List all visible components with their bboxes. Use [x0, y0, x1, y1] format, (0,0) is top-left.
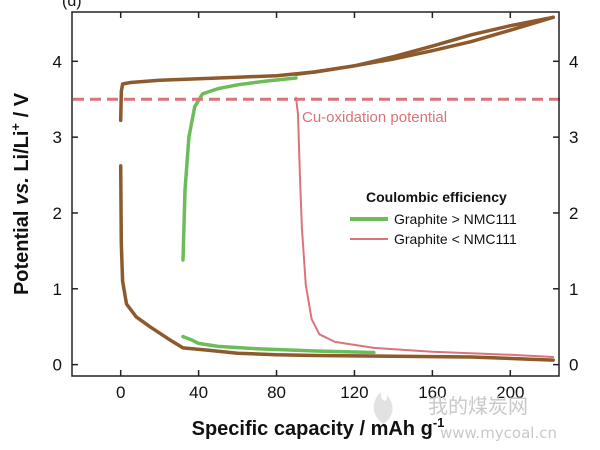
series-line-0	[118, 15, 555, 123]
watermark-chinese: 我的煤炭网	[428, 394, 528, 418]
watermark-url: www.mycoal.cn	[440, 424, 557, 442]
legend-label-graphite-gt-nmc111: Graphite > NMC111	[394, 211, 517, 227]
y-axis: 0 0 1 1 2 2 3 3 4 4	[53, 52, 579, 374]
y-tick-label-right-0: 0	[569, 356, 578, 375]
series-layer	[118, 15, 555, 362]
cu-oxidation-label: Cu-oxidation potential	[302, 109, 447, 126]
x-tick-label-3: 120	[340, 383, 368, 402]
y-tick-label-left-1: 1	[53, 280, 62, 299]
flame-logo-icon	[373, 392, 393, 424]
series-line-1	[294, 15, 555, 76]
y-tick-label-left-4: 4	[53, 52, 62, 71]
x-axis: 0 40 80 120 160 200	[116, 12, 524, 402]
legend: Coulombic efficiency Graphite > NMC111 G…	[350, 189, 517, 247]
series-line-5	[295, 96, 555, 358]
plot-frame	[71, 11, 560, 377]
x-axis-title-superscript: -1	[433, 415, 445, 430]
series-line-4	[181, 334, 376, 355]
y-tick-label-right-1: 1	[569, 280, 578, 299]
watermark: 我的煤炭网 www.mycoal.cn	[373, 392, 557, 442]
y-tick-label-left-0: 0	[53, 356, 62, 375]
legend-label-graphite-lt-nmc111: Graphite < NMC111	[394, 231, 517, 247]
y-tick-label-right-2: 2	[569, 204, 578, 223]
y-tick-label-right-3: 3	[569, 128, 578, 147]
y-axis-title: Potential vs. Li/Li+ / V	[8, 92, 33, 295]
x-tick-label-2: 80	[267, 383, 286, 402]
annotation-layer: Cu-oxidation potential	[73, 97, 565, 126]
x-tick-label-1: 40	[189, 383, 208, 402]
series-line-2	[118, 164, 555, 362]
panel-label: (d)	[62, 0, 82, 10]
x-tick-label-0: 0	[116, 383, 125, 402]
x-tick-label-4: 160	[418, 383, 446, 402]
x-tick-label-5: 200	[496, 383, 524, 402]
x-axis-title: Specific capacity / mAh g-1	[192, 415, 445, 440]
y-tick-label-left-2: 2	[53, 204, 62, 223]
y-tick-label-right-4: 4	[569, 52, 578, 71]
legend-title: Coulombic efficiency	[366, 189, 507, 205]
series-line-3	[181, 76, 298, 262]
y-tick-label-left-3: 3	[53, 128, 62, 147]
